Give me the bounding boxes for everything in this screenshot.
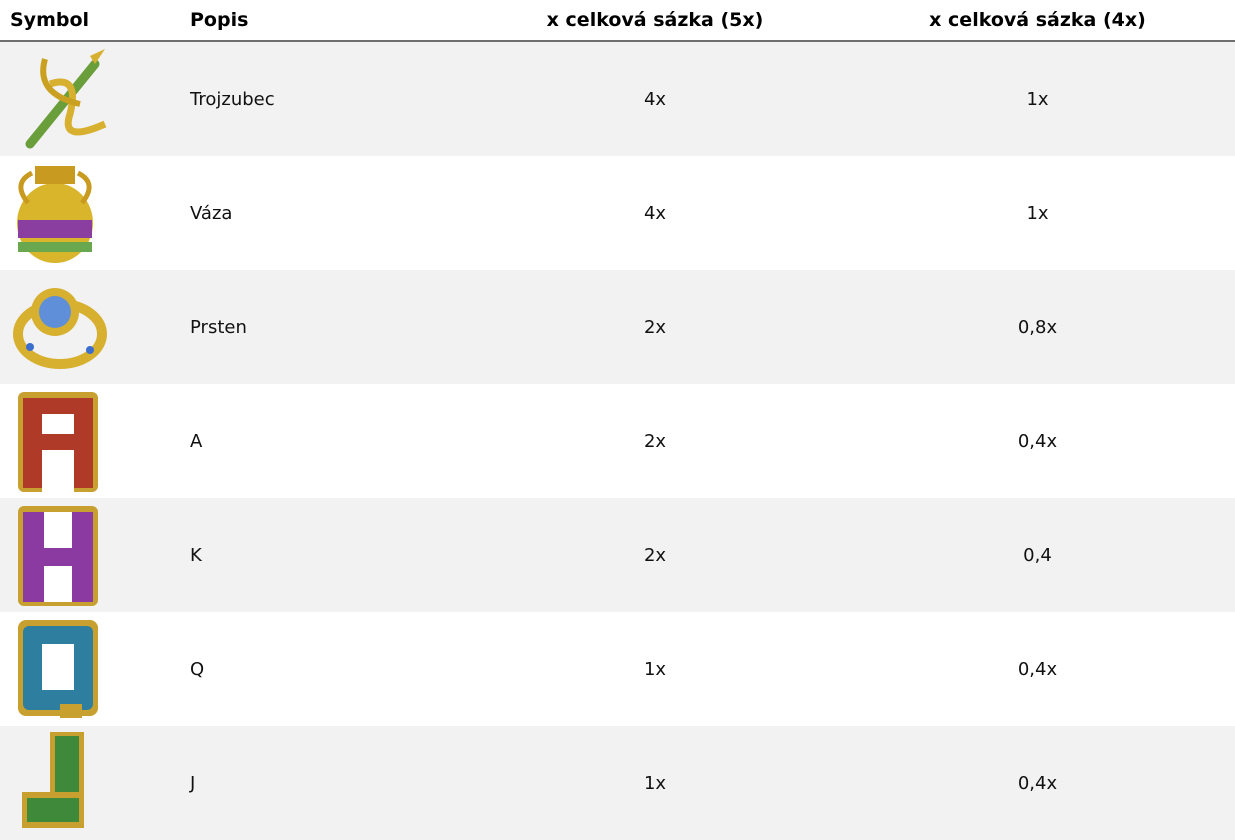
description: Váza bbox=[190, 202, 233, 224]
table-row: Trojzubec 4x 1x bbox=[0, 42, 1235, 156]
table-row: A 2x 0,4x bbox=[0, 384, 1235, 498]
header-symbol: Symbol bbox=[10, 9, 90, 31]
payout-5x: 2x bbox=[643, 316, 667, 338]
payout-4x: 0,4x bbox=[1017, 430, 1058, 452]
description: K bbox=[190, 544, 202, 566]
symbol-icon bbox=[17, 166, 93, 263]
payout-4x: 0,8x bbox=[1017, 316, 1058, 338]
symbol-icon bbox=[25, 49, 107, 149]
payout-4x: 1x bbox=[1026, 202, 1049, 224]
description: Q bbox=[190, 658, 205, 680]
payout-5x: 2x bbox=[643, 544, 667, 566]
description: Prsten bbox=[190, 316, 247, 338]
payout-4x: 0,4 bbox=[1023, 544, 1052, 566]
table-row: Váza 4x 1x bbox=[0, 156, 1235, 270]
description: J bbox=[190, 772, 196, 794]
symbol-icon bbox=[13, 288, 107, 369]
symbol-icon bbox=[22, 732, 84, 828]
payout-5x: 4x bbox=[643, 88, 667, 110]
payout-4x: 1x bbox=[1026, 88, 1049, 110]
table-row: K 2x 0,4 bbox=[0, 498, 1235, 612]
symbol-icon bbox=[18, 620, 98, 718]
header-rule bbox=[0, 40, 1235, 43]
description: Trojzubec bbox=[190, 88, 275, 110]
table-row: Prsten 2x 0,8x bbox=[0, 270, 1235, 384]
payout-5x: 1x bbox=[643, 658, 667, 680]
payout-4x: 0,4x bbox=[1017, 772, 1058, 794]
payout-5x: 4x bbox=[643, 202, 667, 224]
header-popis: Popis bbox=[190, 9, 249, 31]
payout-5x: 1x bbox=[643, 772, 667, 794]
table-row: Q 1x 0,4x bbox=[0, 612, 1235, 726]
symbol-icon bbox=[18, 392, 98, 492]
header-5x: x celková sázka (5x) bbox=[546, 9, 764, 31]
payout-5x: 2x bbox=[643, 430, 667, 452]
table-row: J 1x 0,4x bbox=[0, 726, 1235, 840]
description: A bbox=[190, 430, 203, 452]
header-4x: x celková sázka (4x) bbox=[929, 9, 1146, 31]
symbol-icon bbox=[18, 506, 98, 606]
payout-4x: 0,4x bbox=[1017, 658, 1058, 680]
